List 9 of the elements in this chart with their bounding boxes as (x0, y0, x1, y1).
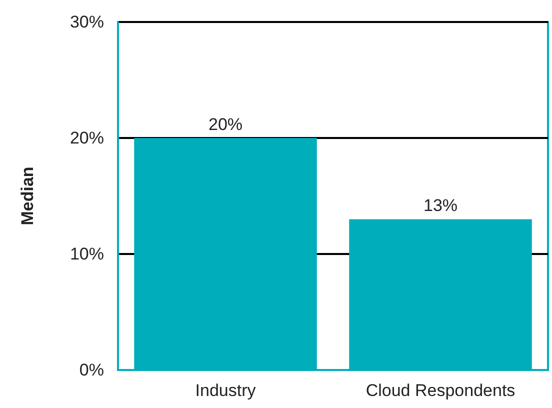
data-label: 13% (423, 196, 458, 216)
y-tick-label: 30% (70, 12, 104, 32)
x-tick-label: Cloud Respondents (366, 381, 516, 400)
data-label: 20% (208, 115, 243, 134)
y-tick-label: 10% (70, 244, 104, 264)
y-tick-label: 20% (70, 128, 104, 148)
x-tick-label: Industry (195, 381, 256, 400)
y-tick-label: 0% (79, 360, 104, 380)
y-axis-title: Median (18, 166, 37, 226)
